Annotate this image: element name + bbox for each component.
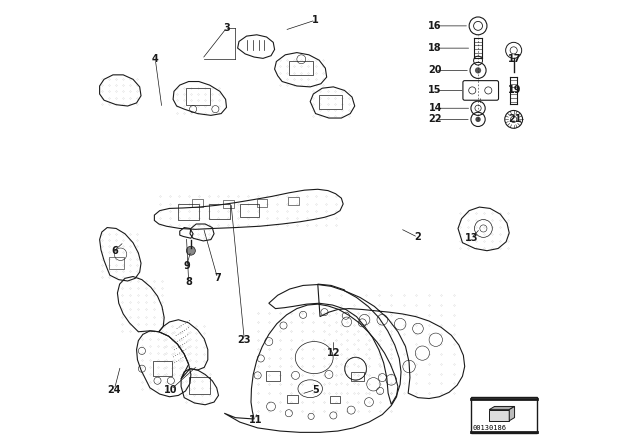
Text: 14: 14	[429, 103, 442, 113]
Text: 5: 5	[312, 385, 319, 395]
Text: 3: 3	[223, 23, 230, 33]
Text: 24: 24	[108, 385, 121, 395]
FancyBboxPatch shape	[472, 397, 537, 433]
Text: 11: 11	[249, 415, 262, 425]
Text: 23: 23	[237, 335, 251, 345]
Text: 22: 22	[428, 114, 442, 125]
Circle shape	[186, 246, 195, 255]
Text: 8: 8	[185, 277, 192, 287]
Polygon shape	[489, 406, 515, 409]
Circle shape	[476, 116, 481, 122]
Text: 20: 20	[428, 65, 442, 75]
Text: 1: 1	[312, 15, 319, 25]
Text: 2: 2	[415, 233, 421, 242]
Text: 19: 19	[508, 86, 522, 95]
Text: 7: 7	[214, 273, 221, 283]
Circle shape	[475, 67, 481, 73]
Polygon shape	[509, 406, 515, 421]
Polygon shape	[489, 409, 509, 421]
Text: 16: 16	[428, 21, 442, 31]
Text: 4: 4	[152, 54, 159, 64]
Text: 21: 21	[508, 114, 522, 125]
Text: 15: 15	[428, 86, 442, 95]
Text: 6: 6	[111, 246, 118, 256]
Text: 9: 9	[183, 261, 190, 271]
Text: 13: 13	[465, 233, 478, 243]
Text: 00130186: 00130186	[473, 425, 507, 431]
Text: 18: 18	[428, 43, 442, 53]
Text: 17: 17	[508, 54, 522, 64]
Text: 12: 12	[326, 348, 340, 358]
Text: 10: 10	[164, 385, 178, 395]
